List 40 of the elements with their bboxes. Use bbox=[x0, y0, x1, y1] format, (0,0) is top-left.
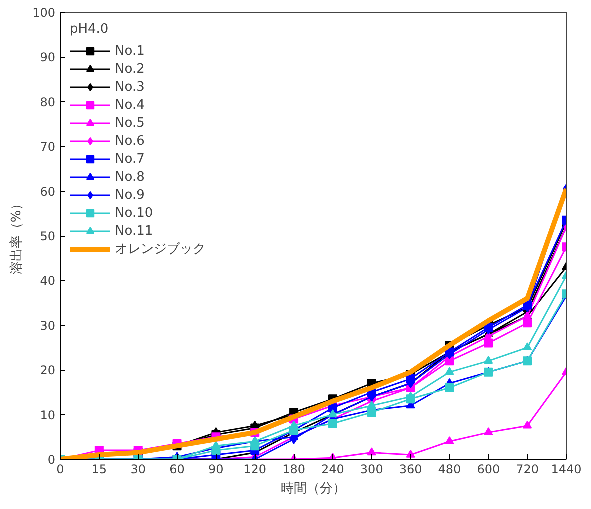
x-tick-label: 0 bbox=[56, 462, 64, 476]
y-tick-label: 20 bbox=[40, 364, 56, 378]
x-tick-label: 60 bbox=[170, 462, 185, 476]
legend-label: No.2 bbox=[115, 60, 145, 78]
y-tick-label: 30 bbox=[40, 318, 56, 333]
x-tick-label: 120 bbox=[244, 462, 267, 476]
x-tick-label: 720 bbox=[516, 462, 540, 476]
legend-label: No.1 bbox=[115, 42, 145, 60]
y-tick-label: 0 bbox=[48, 453, 56, 467]
legend-label: No.7 bbox=[115, 150, 145, 168]
x-tick-label: 30 bbox=[130, 462, 146, 476]
legend-label: No.5 bbox=[115, 114, 145, 132]
legend-label: オレンジブック bbox=[115, 241, 206, 258]
y-tick-label: 50 bbox=[40, 230, 56, 244]
x-tick-label: 1440 bbox=[551, 462, 582, 476]
y-tick-label: 60 bbox=[40, 184, 56, 199]
legend-label: No.11 bbox=[115, 222, 154, 240]
x-tick-label: 180 bbox=[282, 462, 306, 476]
x-tick-label: 300 bbox=[360, 462, 384, 476]
legend-title: pH4.0 bbox=[70, 22, 110, 37]
legend-label: No.9 bbox=[115, 186, 145, 204]
x-tick-label: 360 bbox=[399, 462, 422, 476]
legend-label: No.8 bbox=[115, 168, 145, 186]
y-tick-label: 40 bbox=[40, 274, 56, 288]
x-tick-label: 600 bbox=[477, 462, 500, 476]
legend-label: No.4 bbox=[115, 96, 145, 114]
x-tick-label: 90 bbox=[208, 462, 224, 476]
y-tick-label: 90 bbox=[40, 50, 56, 65]
x-axis-title: 時間（分） bbox=[281, 482, 346, 496]
legend-label: No.3 bbox=[115, 78, 145, 96]
y-tick-label: 80 bbox=[40, 95, 56, 110]
legend-label: No.6 bbox=[115, 132, 145, 150]
x-tick-label: 480 bbox=[438, 462, 462, 476]
legend-label: No.10 bbox=[115, 204, 154, 222]
x-tick-label: 15 bbox=[92, 462, 108, 476]
y-tick-label: 100 bbox=[32, 6, 56, 20]
x-tick-label: 240 bbox=[322, 462, 344, 476]
y-axis-title: 溶出率（%） bbox=[8, 197, 25, 275]
y-tick-label: 70 bbox=[40, 140, 56, 154]
y-tick-label: 10 bbox=[40, 408, 56, 422]
